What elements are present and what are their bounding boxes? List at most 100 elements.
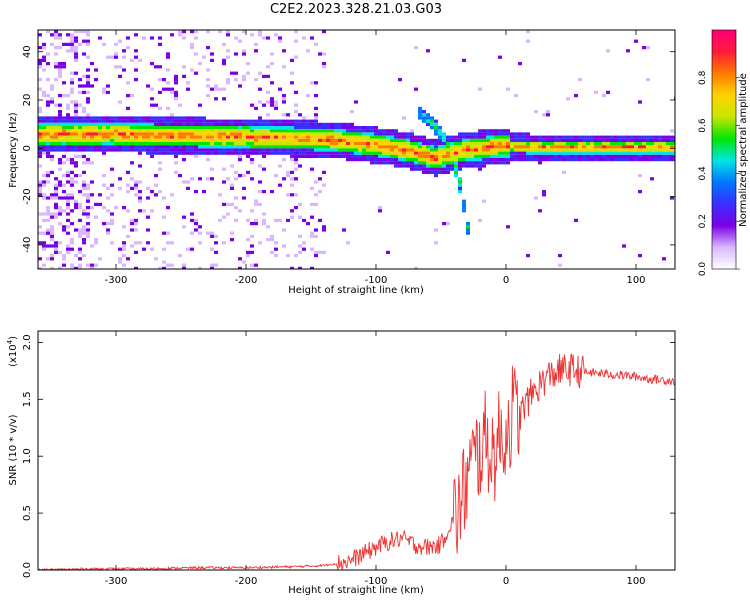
heatmap-cell [54, 241, 58, 245]
heatmap-cell [118, 116, 122, 120]
heatmap-cell [50, 228, 54, 232]
heatmap-cell [262, 119, 266, 123]
heatmap-cell [78, 145, 82, 149]
heatmap-cell [54, 119, 58, 123]
heatmap-cell [162, 119, 166, 123]
heatmap-cell [462, 154, 466, 158]
heatmap-cell [606, 151, 610, 155]
heatmap-cell [634, 142, 638, 146]
heatmap-cell [398, 138, 402, 142]
heatmap-cell [70, 33, 74, 37]
heatmap-cell [226, 49, 230, 53]
heatmap-cell [286, 138, 290, 142]
heatmap-cell [442, 170, 446, 174]
heatmap-cell [294, 206, 298, 210]
heatmap-cell [514, 154, 518, 158]
heatmap-cell [502, 154, 506, 158]
heatmap-cell [138, 129, 142, 133]
heatmap-cell [54, 183, 58, 187]
heatmap-cell [298, 151, 302, 155]
heatmap-cell [54, 142, 58, 146]
heatmap-cell [242, 52, 246, 56]
heatmap-cell [190, 126, 194, 130]
heatmap-cell [178, 30, 182, 34]
heatmap-cell [322, 62, 326, 66]
heatmap-cell [70, 46, 74, 50]
heatmap-cell [538, 142, 542, 146]
heatmap-cell [122, 142, 126, 146]
heatmap-cell [514, 151, 518, 155]
heatmap-cell [86, 161, 90, 165]
heatmap-cell [222, 180, 226, 184]
heatmap-cell [70, 81, 74, 85]
heatmap-cell [262, 212, 266, 216]
heatmap-cell [126, 126, 130, 130]
heatmap-cell [70, 170, 74, 174]
heatmap-cell [42, 151, 46, 155]
heatmap-cell [86, 206, 90, 210]
heatmap-cell [70, 132, 74, 136]
heatmap-cell [310, 36, 314, 40]
heatmap-cell [586, 148, 590, 152]
heatmap-cell [138, 116, 142, 120]
heatmap-cell [434, 142, 438, 146]
heatmap-cell [422, 110, 426, 114]
heatmap-cell [90, 129, 94, 133]
heatmap-cell [82, 241, 86, 245]
heatmap-cell [194, 116, 198, 120]
heatmap-cell [190, 151, 194, 155]
heatmap-cell [634, 158, 638, 162]
heatmap-cell [158, 148, 162, 152]
heatmap-cell [210, 58, 214, 62]
heatmap-cell [86, 199, 90, 203]
heatmap-cell [414, 145, 418, 149]
heatmap-cell [230, 145, 234, 149]
heatmap-cell [74, 164, 78, 168]
heatmap-cell [458, 145, 462, 149]
heatmap-cell [578, 154, 582, 158]
heatmap-cell [542, 145, 546, 149]
heatmap-cell [130, 138, 134, 142]
heatmap-cell [278, 135, 282, 139]
heatmap-cell [122, 49, 126, 53]
heatmap-cell [346, 241, 350, 245]
heatmap-cell [294, 39, 298, 43]
heatmap-cell [150, 142, 154, 146]
heatmap-cell [226, 145, 230, 149]
heatmap-cell [358, 129, 362, 133]
heatmap-cell [150, 97, 154, 101]
heatmap-cell [94, 263, 98, 267]
heatmap-cell [274, 145, 278, 149]
heatmap-cell [146, 135, 150, 139]
heatmap-cell [298, 135, 302, 139]
heatmap-cell [542, 158, 546, 162]
heatmap-cell [534, 148, 538, 152]
heatmap-cell [458, 161, 462, 165]
heatmap-cell [214, 142, 218, 146]
heatmap-cell [182, 142, 186, 146]
heatmap-cell [354, 132, 358, 136]
heatmap-cell [630, 138, 634, 142]
heatmap-cell [206, 84, 210, 88]
heatmap-cell [86, 90, 90, 94]
heatmap-cell [38, 126, 42, 130]
heatmap-cell [58, 206, 62, 210]
heatmap-cell [338, 126, 342, 130]
heatmap-cell [378, 142, 382, 146]
heatmap-cell [310, 148, 314, 152]
heatmap-cell [634, 39, 638, 43]
heatmap-cell [454, 154, 458, 158]
heatmap-cell [462, 206, 466, 210]
heatmap-cell [310, 234, 314, 238]
heatmap-cell [38, 58, 42, 62]
heatmap-cell [314, 142, 318, 146]
heatmap-cell [534, 135, 538, 139]
heatmap-cell [154, 116, 158, 120]
heatmap-cell [230, 122, 234, 126]
heatmap-cell [62, 196, 66, 200]
heatmap-cell [214, 135, 218, 139]
heatmap-cell [174, 90, 178, 94]
heatmap-cell [130, 94, 134, 98]
heatmap-cell [394, 154, 398, 158]
heatmap-cell [410, 132, 414, 136]
